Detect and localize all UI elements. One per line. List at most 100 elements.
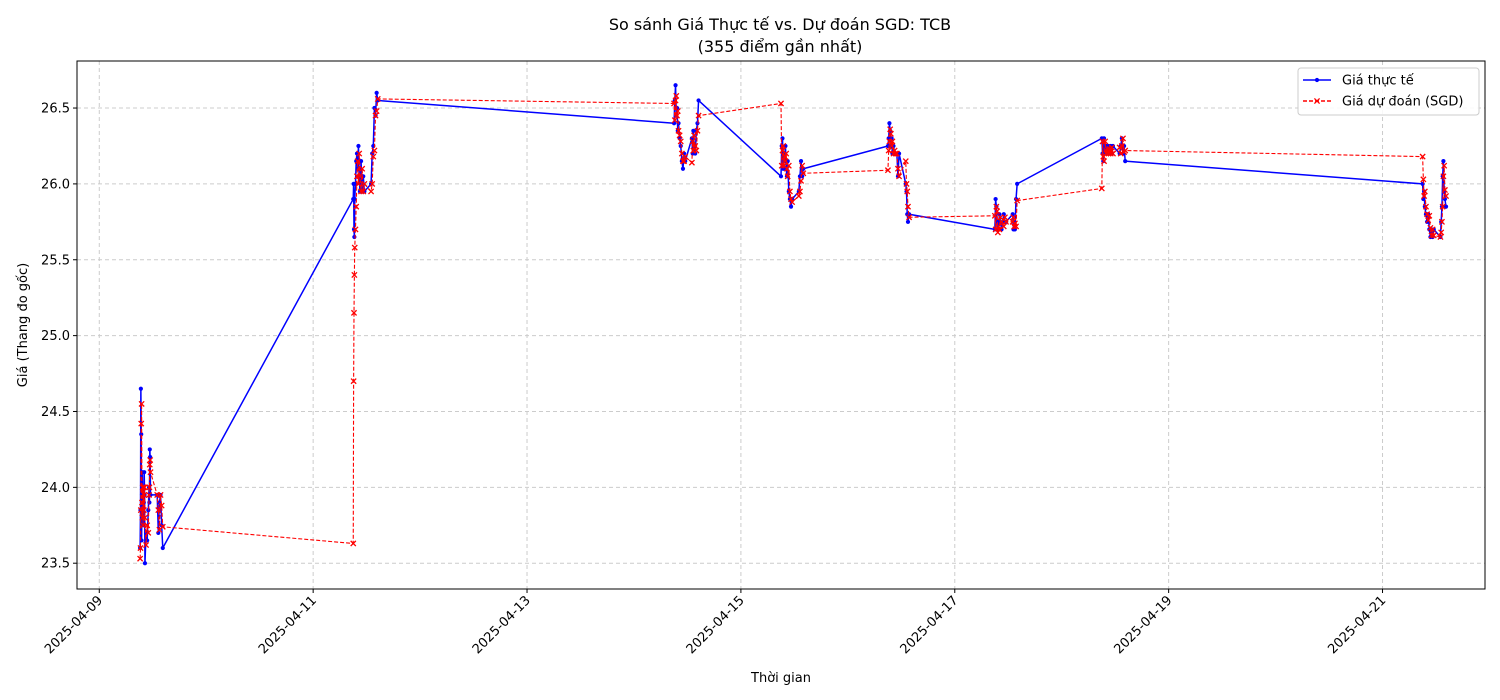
data-point-x-marker [1102,138,1109,145]
data-point-x-marker [1108,144,1115,151]
data-point-x-marker [781,153,788,160]
data-point-x-marker [1313,97,1321,105]
data-point-x-marker [902,158,909,165]
legend-label: Giá thực tế [1342,74,1414,89]
data-point [374,90,379,95]
y-tick-label: 26.5 [41,102,70,117]
data-point-x-marker [1122,147,1129,154]
data-point [148,454,153,460]
chart-title: So sánh Giá Thực tế vs. Dự đoán SGD: TCB [609,15,951,34]
data-point-x-marker [159,523,166,530]
data-point-x-marker [371,147,378,154]
data-point-x-marker [681,158,688,165]
legend-box [1297,67,1480,116]
data-point [905,219,911,224]
data-point-x-marker [777,100,785,107]
plot-frame [76,60,1486,590]
data-point-x-marker [1107,150,1114,157]
data-point-x-marker [138,499,146,506]
data-point [160,545,165,551]
data-point-x-marker [1441,162,1448,169]
data-point [139,432,144,437]
data-point-x-marker [689,138,696,145]
grid [77,61,1485,589]
data-point-x-marker [1438,229,1445,236]
data-point-x-marker [780,142,787,150]
data-point-x-marker [145,491,153,498]
data-point-x-marker [896,173,903,180]
data-point-x-marker [993,203,1000,210]
data-point-x-marker [887,126,894,133]
data-point-x-marker [350,540,357,547]
data-point-x-marker [1014,197,1021,204]
data-point-x-marker [783,165,791,172]
data-point-x-marker [671,100,678,107]
chart-subtitle: (355 điểm gần nhất) [698,37,863,56]
y-axis-label: Giá (Thang đo gốc) [16,263,31,387]
data-point-x-marker [884,167,891,174]
data-point [138,386,143,391]
data-point-x-marker [679,158,687,165]
data-point-x-marker [350,309,358,316]
data-point-x-marker [138,400,145,407]
data-point-x-marker [799,162,806,169]
data-point-x-marker [351,271,358,278]
data-point-x-marker [1441,186,1448,194]
data-point-x-marker [359,165,366,172]
data-point-x-marker [1010,214,1017,221]
data-point-x-marker [372,112,379,119]
data-point-x-marker [789,199,796,206]
data-point-x-marker [1438,218,1445,225]
data-point-x-marker [1105,150,1112,157]
y-tick-label: 25.0 [41,329,70,344]
data-point [147,447,152,452]
data-point-x-marker [353,203,360,210]
data-point-x-marker [1421,188,1428,195]
data-point [696,98,701,103]
data-point-x-marker [800,170,807,177]
data-point [352,234,357,240]
data-point [691,128,696,133]
data-point-x-marker [1426,212,1433,219]
data-point-x-marker [147,456,154,464]
data-point-x-marker [673,112,681,119]
data-point-x-marker [991,212,998,219]
legend-entries: Giá thực tế Giá dự đoán (SGD) [1303,74,1463,110]
data-point-x-marker [144,522,151,529]
data-point-x-marker [672,97,679,104]
data-point-x-marker [1429,226,1436,233]
data-point-x-marker [1437,233,1444,241]
data-point-x-marker [354,158,361,165]
data-point-x-marker [885,147,892,154]
data-point-x-marker [1109,150,1117,157]
data-point-x-marker [1100,158,1108,165]
data-point-x-marker [1419,153,1426,160]
data-point-x-marker [785,162,792,169]
data-point-x-marker [893,150,900,157]
data-point [778,174,784,179]
data-point-x-marker [691,132,698,139]
data-point-x-marker [903,180,910,187]
data-point [142,561,148,566]
data-point [680,166,686,171]
data-point-x-marker [888,142,895,150]
legend-entry: Giá dự đoán (SGD) [1303,95,1463,110]
data-point-x-marker [676,132,683,139]
data-point-x-marker [904,203,912,210]
data-point-x-marker [355,180,362,187]
data-point [887,121,892,126]
data-point [1123,159,1128,164]
y-tick-label: 26.0 [41,177,70,192]
data-point-x-marker [141,491,148,498]
data-point-x-marker [682,153,689,160]
data-point [1314,77,1320,83]
data-point-x-marker [673,92,680,99]
data-point-x-marker [351,244,358,251]
y-tick-label: 25.5 [41,253,70,268]
data-point-x-marker [1422,203,1430,210]
data-point-x-marker [784,173,791,180]
data-point-x-marker [786,188,793,195]
series-2 [137,92,1450,562]
data-point-x-marker [1420,176,1427,183]
